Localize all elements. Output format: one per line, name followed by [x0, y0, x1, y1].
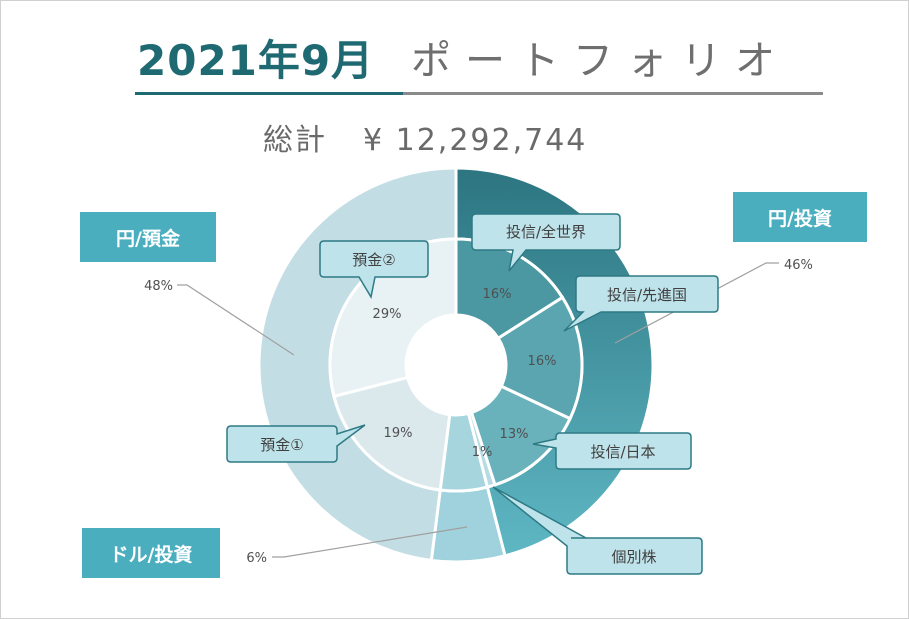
callout-world: 投信/全世界	[471, 213, 621, 272]
callout-stock: 個別株	[492, 486, 703, 575]
tag-yen-deposit: 円/預金	[80, 212, 216, 262]
callout-stock-text: 個別株	[611, 548, 656, 566]
callout-developed: 投信/先進国	[563, 275, 719, 332]
tag-dollar-invest: ドル/投資	[82, 528, 220, 578]
inner-pct-label-japan: 13%	[500, 427, 529, 442]
title-underline-gray	[403, 92, 823, 95]
callout-developed-text: 投信/先進国	[607, 286, 687, 304]
callout-deposit2-text: 預金②	[352, 251, 395, 269]
callout-deposit1: 預金①	[226, 424, 366, 463]
chart-title-main: 2021年9月	[137, 36, 375, 85]
inner-pct-label-stock: 1%	[472, 445, 493, 460]
leader-lines	[177, 262, 779, 558]
inner-slice-5	[332, 375, 452, 492]
callout-japan: 投信/日本	[532, 432, 692, 470]
leader-dollar-invest	[272, 526, 468, 558]
inner-pct-label-deposit2: 29%	[373, 307, 402, 322]
outer-pct-label-dollar-invest: 6%	[246, 551, 267, 566]
inner-ring	[328, 237, 584, 493]
callout-deposit1-text: 預金①	[260, 436, 303, 454]
inner-slice-1	[496, 295, 584, 421]
outer-pct-label-yen-deposit: 48%	[144, 279, 173, 294]
leader-yen-deposit	[177, 284, 295, 356]
leader-yen-invest	[614, 262, 779, 344]
callout-japan-text: 投信/日本	[590, 443, 655, 461]
inner-pct-label-developed: 16%	[528, 354, 557, 369]
callout-deposit2: 預金②	[319, 240, 429, 300]
total-summary: 総計 ¥ 12,292,744	[263, 115, 587, 159]
total-label: 総計	[263, 123, 327, 158]
title-underline-accent	[135, 92, 403, 95]
inner-slice-6	[328, 237, 458, 399]
tag-yen-invest: 円/投資	[733, 192, 867, 242]
outer-pct-label-yen-invest: 46%	[784, 258, 813, 273]
chart-title-sub: ポートフォリオ	[411, 38, 789, 84]
inner-pct-label-world: 16%	[483, 287, 512, 302]
total-value: ¥ 12,292,744	[363, 123, 588, 158]
callout-world-text: 投信/全世界	[506, 223, 586, 241]
inner-pct-label-deposit1: 19%	[384, 426, 413, 441]
